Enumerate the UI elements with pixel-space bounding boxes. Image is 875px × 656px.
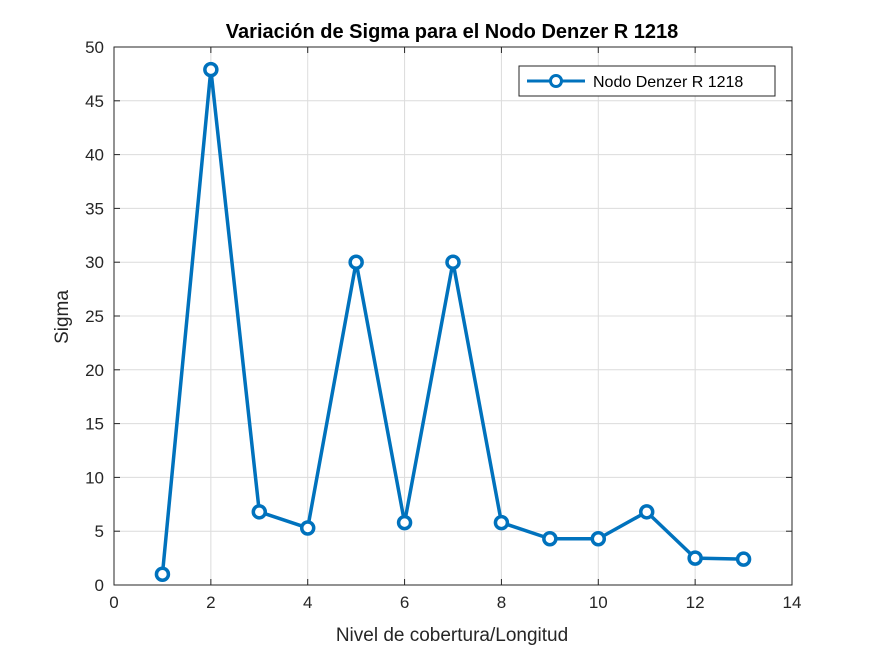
- data-point: [735, 551, 752, 567]
- x-tick-label: 2: [206, 593, 215, 612]
- data-point: [348, 254, 364, 270]
- data-point: [299, 520, 316, 536]
- legend-marker-sample: [549, 74, 563, 88]
- y-tick-label: 10: [85, 468, 104, 487]
- data-point: [251, 504, 268, 520]
- data-point: [493, 514, 510, 531]
- x-tick-label: 6: [400, 593, 409, 612]
- data-point: [396, 514, 413, 531]
- data-point: [203, 61, 219, 78]
- data-point: [154, 566, 171, 582]
- y-tick-label: 30: [85, 253, 104, 272]
- x-tick-label: 14: [783, 593, 802, 612]
- axis-ticks: 0 2 4 6 8 10 12 14 0 5 10 15 20 25 30 35 40 45 50: [85, 38, 801, 612]
- chart-title: Variación de Sigma para el Nodo Denzer R…: [226, 21, 678, 43]
- legend: Nodo Denzer R 1218: [518, 65, 776, 97]
- y-tick-label: 40: [85, 146, 104, 165]
- y-tick-label: 15: [85, 415, 104, 434]
- y-tick-label: 0: [95, 576, 104, 595]
- x-tick-label: 4: [303, 593, 312, 612]
- y-tick-label: 35: [85, 199, 104, 218]
- data-point: [542, 530, 558, 547]
- x-tick-label: 8: [497, 593, 506, 612]
- data-point: [445, 254, 461, 270]
- legend-entry-label: Nodo Denzer R 1218: [593, 74, 743, 91]
- data-point: [590, 530, 607, 547]
- y-tick-label: 20: [85, 361, 104, 380]
- y-axis-label: Sigma: [52, 290, 73, 344]
- y-tick-label: 5: [95, 522, 104, 541]
- x-axis-label: Nivel de cobertura/Longitud: [336, 625, 568, 646]
- data-point: [638, 504, 655, 520]
- x-tick-label: 10: [589, 593, 608, 612]
- series-layer: [154, 61, 752, 582]
- y-tick-label: 45: [85, 92, 104, 111]
- data-point: [687, 550, 703, 566]
- x-tick-label: 12: [686, 593, 705, 612]
- x-tick-label: 0: [109, 593, 118, 612]
- y-tick-label: 25: [85, 307, 104, 326]
- y-tick-label: 50: [85, 38, 104, 57]
